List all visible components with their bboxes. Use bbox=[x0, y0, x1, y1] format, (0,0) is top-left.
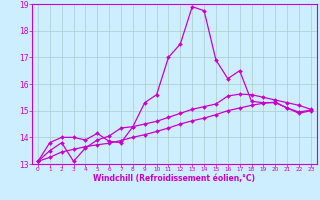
X-axis label: Windchill (Refroidissement éolien,°C): Windchill (Refroidissement éolien,°C) bbox=[93, 174, 255, 183]
